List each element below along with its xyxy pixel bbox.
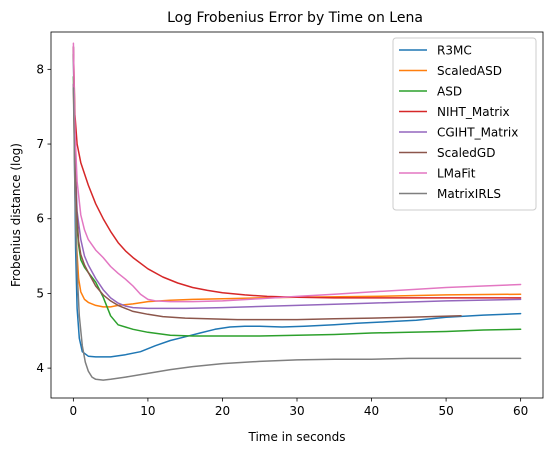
series-line-niht-matrix: [72, 46, 522, 299]
x-tick-label: 20: [215, 404, 230, 418]
y-tick-label: 8: [36, 62, 44, 76]
legend-label: CGIHT_Matrix: [437, 126, 518, 140]
legend-label: ASD: [437, 85, 462, 99]
x-tick-label: 0: [70, 404, 78, 418]
legend-label: R3MC: [437, 44, 472, 58]
legend-label: LMaFit: [437, 167, 476, 181]
legend-label: ScaledGD: [437, 146, 495, 160]
legend-label: ScaledASD: [437, 64, 502, 78]
series-line-matrixirls: [72, 87, 522, 381]
y-tick-label: 7: [36, 137, 44, 151]
series-line-r3mc: [72, 46, 522, 358]
series-line-scaledgd: [72, 53, 462, 321]
series-layer: [72, 42, 522, 381]
x-tick-label: 10: [140, 404, 155, 418]
x-tick-label: 40: [364, 404, 379, 418]
chart-title: Log Frobenius Error by Time on Lena: [167, 10, 423, 26]
y-tick-label: 4: [36, 361, 44, 375]
legend: R3MC ScaledASD ASD NIHT_Matrix CGIHT_Matrix S…: [392, 37, 537, 211]
y-axis-label: Frobenius distance (log): [9, 143, 23, 287]
y-tick-label: 5: [36, 286, 44, 300]
y-tick-label: 6: [36, 212, 44, 226]
x-tick-label: 30: [289, 404, 304, 418]
x-axis-label: Time in seconds: [248, 430, 346, 444]
x-tick-label: 50: [438, 404, 453, 418]
series-line-lmafit: [72, 42, 522, 303]
legend-box: [392, 37, 537, 211]
series-line-cgiht-matrix: [72, 83, 522, 310]
axis-layer: 0 10 20 30 40 50 60 4 5 6 7 8: [36, 31, 544, 418]
series-line-asd: [72, 76, 522, 337]
x-tick-label: 60: [513, 404, 528, 418]
legend-label: NIHT_Matrix: [437, 105, 510, 119]
legend-label: MatrixIRLS: [437, 187, 501, 201]
